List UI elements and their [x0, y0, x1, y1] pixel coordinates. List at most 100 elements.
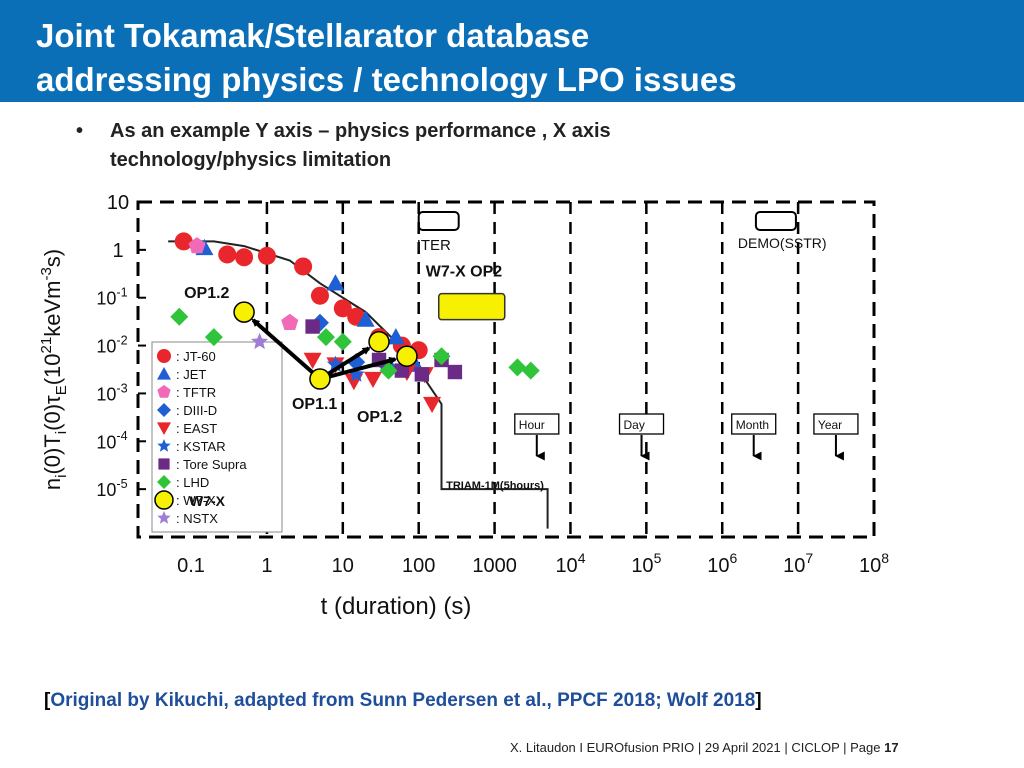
x-tick-label: 0.1: [177, 555, 205, 577]
legend-marker: [157, 422, 171, 435]
w7x-progress-arrow: [251, 318, 322, 381]
slide-title: Joint Tokamak/Stellarator database addre…: [36, 14, 996, 102]
bullet-marker: •: [76, 120, 84, 142]
data-point: [508, 358, 527, 377]
w7x-legend-extra: W7-X: [190, 493, 226, 509]
y-tick-label: 10-3: [96, 381, 127, 404]
citation-open-bracket: [: [44, 690, 51, 711]
data-point: [333, 299, 352, 318]
bullet-text: As an example Y axis – physics performan…: [110, 117, 810, 175]
data-point: [414, 367, 430, 382]
data-point: [174, 232, 193, 251]
data-point: [364, 371, 383, 389]
month-label: Month: [736, 418, 769, 432]
legend-marker: [157, 367, 171, 380]
op11-label: OP1.1: [292, 396, 337, 413]
x-tick-label: 106: [707, 550, 737, 577]
bullet-line1: As an example Y axis – physics performan…: [110, 120, 611, 142]
w7x-data-point: [368, 331, 390, 353]
data-point: [333, 332, 352, 351]
x-axis-label: t (duration) (s): [321, 593, 472, 620]
citation-close-bracket: ]: [755, 690, 762, 711]
y-tick-label: 10: [107, 192, 129, 214]
data-point: [303, 352, 322, 369]
iter-box: [417, 211, 460, 231]
x-tick-label: 1: [261, 555, 272, 577]
legend-label: : JT-60: [176, 349, 216, 364]
data-point: [347, 365, 365, 382]
data-point: [310, 286, 329, 305]
x-tick-label: 104: [555, 550, 585, 577]
legend-label: : LHD: [176, 475, 209, 490]
y-tick-label: 10-1: [96, 286, 127, 309]
data-point: [356, 310, 375, 327]
w7x-data-point: [233, 301, 255, 323]
data-point: [379, 361, 398, 380]
legend-marker: [157, 403, 171, 417]
x-tick-label: 1000: [472, 555, 516, 577]
hour-label: Hour: [519, 418, 545, 432]
duration-performance-chart: 10 1 10-1 10-2 10-3 10-4 10-5 0.1 1 10 100 1000 104 1…: [38, 192, 889, 620]
page-number: 17: [884, 740, 899, 755]
year-label: Year: [818, 418, 842, 432]
demo-label: DEMO: [738, 235, 780, 251]
w7x-op2-label: W7-X OP2: [426, 264, 503, 281]
x-tick-label: 108: [859, 550, 889, 577]
legend-label: : Tore Supra: [176, 457, 247, 472]
op12-left-label: OP1.2: [184, 285, 229, 302]
op12-right-label: OP1.2: [357, 409, 402, 426]
data-point: [432, 347, 451, 366]
legend-label: : W7-X: [176, 493, 216, 508]
data-point: [326, 274, 345, 291]
w7x-data-point: [309, 368, 331, 390]
legend-label: : TFTR: [176, 385, 216, 400]
data-point: [251, 332, 269, 350]
bullet-line2: technology/physics limitation: [110, 149, 392, 171]
x-tick-label: 10: [332, 555, 354, 577]
legend-marker: [158, 458, 170, 470]
data-point: [423, 396, 442, 414]
legend-marker: [154, 490, 174, 510]
legend-marker: [157, 349, 171, 363]
citation: [Original by Kikuchi, adapted from Sunn …: [44, 690, 762, 712]
legend-marker: [157, 385, 171, 398]
w7x-op2-target: [437, 292, 506, 321]
y-tick-label: 10-4: [96, 429, 127, 452]
data-point: [294, 257, 313, 276]
footer: X. Litaudon I EUROfusion PRIO | 29 April…: [510, 740, 899, 755]
slide-title-line1: Joint Tokamak/Stellarator database: [36, 17, 590, 54]
legend-label: : JET: [176, 367, 206, 382]
legend-label: : NSTX: [176, 511, 218, 526]
legend-label: : KSTAR: [176, 439, 226, 454]
data-point: [218, 245, 237, 264]
demo-box: [754, 211, 797, 231]
data-point: [281, 313, 299, 330]
w7x-data-point: [396, 345, 418, 367]
year-box: [813, 413, 859, 435]
y-axis-label: ni(0)Ti(0)τE(1021keVm-3s): [38, 249, 70, 490]
data-point: [521, 361, 540, 380]
x-tick-label: 105: [631, 550, 661, 577]
data-point: [316, 328, 335, 347]
sstr-label: (SSTR): [780, 235, 827, 251]
data-point: [170, 307, 189, 326]
legend-marker: [157, 439, 171, 452]
data-point: [188, 237, 206, 254]
slide-title-line2: addressing physics / technology LPO issu…: [36, 61, 737, 98]
legend-marker: [157, 511, 171, 524]
legend-marker: [157, 475, 171, 489]
plot-frame: [136, 200, 876, 539]
y-tick-label: 10-5: [96, 477, 127, 500]
legend-label: : EAST: [176, 421, 217, 436]
data-point: [257, 246, 276, 265]
header-bar: Joint Tokamak/Stellarator database addre…: [0, 0, 1024, 102]
citation-text: Original by Kikuchi, adapted from Sunn P…: [50, 690, 756, 711]
data-point: [386, 328, 405, 345]
legend-label: : DIII-D: [176, 403, 217, 418]
limit-curve: [168, 240, 549, 529]
data-point: [305, 319, 320, 334]
iter-label: ITER: [417, 237, 451, 254]
y-tick-label: 10-2: [96, 333, 127, 356]
data-point: [235, 248, 254, 267]
w7x-progress-arrow: [319, 356, 398, 381]
